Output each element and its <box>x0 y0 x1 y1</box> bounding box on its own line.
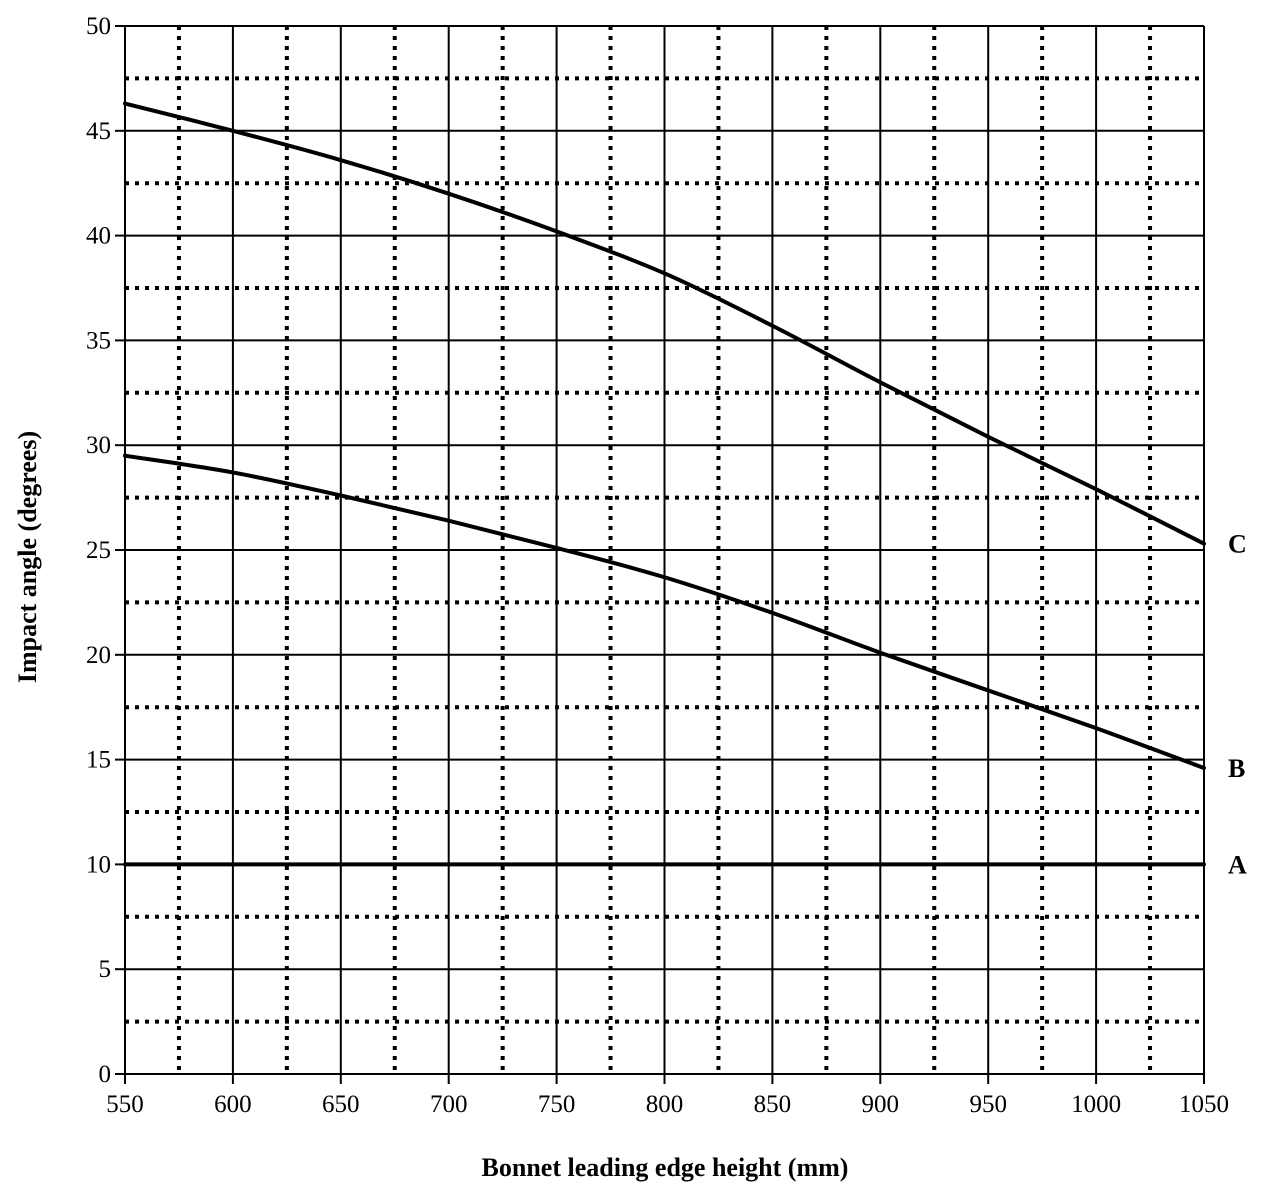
series-line-c <box>123 101 1206 546</box>
x-tick-label: 700 <box>430 1091 468 1118</box>
x-tick-label: 1050 <box>1179 1091 1229 1118</box>
y-tick-label: 0 <box>99 1061 112 1088</box>
series-labels: A B C <box>1228 530 1247 880</box>
y-tick-label: 25 <box>86 537 111 564</box>
grid <box>115 25 1205 1084</box>
y-tick-label: 20 <box>86 642 111 669</box>
y-tick-label: 10 <box>86 851 111 878</box>
series-line-b <box>123 453 1206 770</box>
series-label-a: A <box>1228 850 1247 879</box>
series-lines <box>123 101 1206 867</box>
tick-labels: 550 600 650 700 750 800 850 900 950 1000 1050 0 5 10 1… <box>86 13 1229 1118</box>
x-tick-label: 900 <box>862 1091 900 1118</box>
y-tick-label: 30 <box>86 432 111 459</box>
series-label-c: C <box>1228 530 1247 559</box>
x-tick-label: 550 <box>106 1091 144 1118</box>
x-tick-label: 1000 <box>1071 1091 1121 1118</box>
x-tick-label: 650 <box>322 1091 360 1118</box>
x-tick-label: 950 <box>969 1091 1007 1118</box>
x-tick-label: 750 <box>538 1091 576 1118</box>
y-tick-label: 50 <box>86 13 111 40</box>
x-tick-label: 850 <box>754 1091 792 1118</box>
y-tick-label: 15 <box>86 747 111 774</box>
y-tick-label: 5 <box>99 956 112 983</box>
x-tick-label: 800 <box>646 1091 684 1118</box>
y-tick-label: 45 <box>86 118 111 145</box>
series-label-b: B <box>1228 754 1245 783</box>
y-tick-label: 40 <box>86 223 111 250</box>
y-axis-title: Impact angle (degrees) <box>13 431 42 683</box>
y-tick-label: 35 <box>86 327 111 354</box>
x-axis-title: Bonnet leading edge height (mm) <box>482 1153 849 1182</box>
x-tick-label: 600 <box>214 1091 252 1118</box>
